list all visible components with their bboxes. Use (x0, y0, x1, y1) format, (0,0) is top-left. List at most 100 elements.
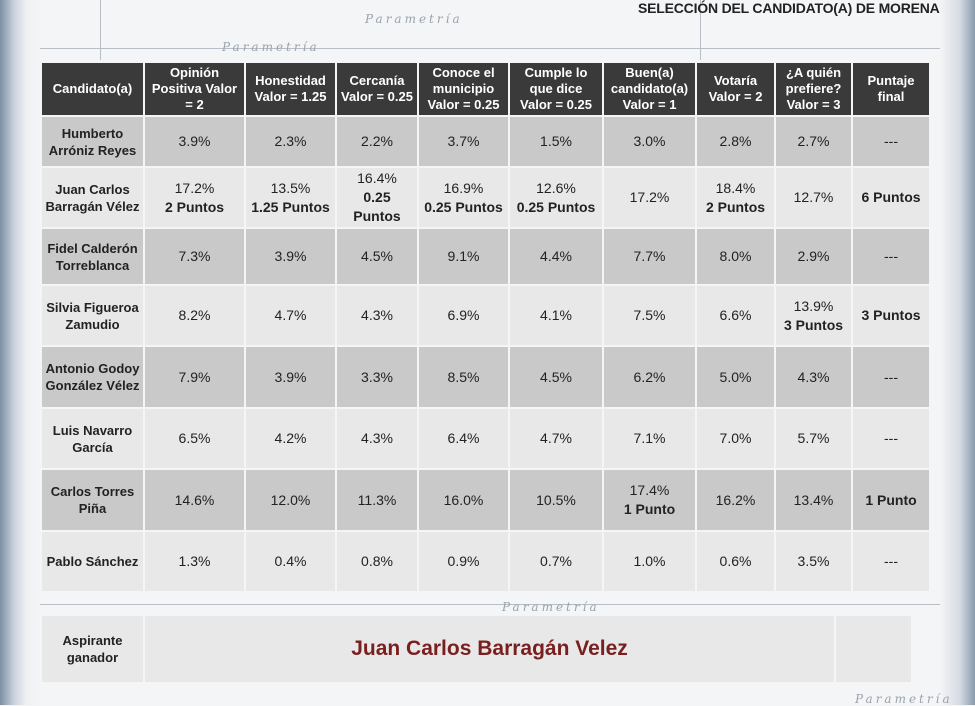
table-cell: 6.2% (604, 347, 695, 407)
table-cell: 4.5% (510, 347, 602, 407)
cell-value: 12.7% (793, 189, 834, 205)
cell-value: --- (884, 430, 898, 446)
cell-value: 1.0% (633, 553, 666, 569)
cell-value: 5.0% (719, 368, 752, 385)
table-cell: 13.4% (776, 470, 851, 530)
table-cell: 6.5% (145, 409, 244, 468)
table-cell: 4.2% (246, 409, 335, 468)
watermark: Parametría (365, 12, 463, 26)
table-cell: --- (853, 229, 929, 284)
cell-value: --- (884, 133, 898, 149)
cell-points: 3 Puntos (783, 316, 844, 333)
table-cell: 4.7% (246, 286, 335, 345)
cell-value: 3.7% (447, 133, 480, 149)
cell-value: --- (884, 553, 898, 569)
cell-value: 4.3% (797, 368, 830, 385)
cell-points: 1 Punto (865, 491, 917, 508)
decorative-line (100, 0, 101, 60)
table-cell: 4.4% (510, 229, 602, 284)
watermark: Parametría (222, 40, 320, 54)
column-header: Puntaje final (853, 63, 929, 115)
cell-value: 6.6% (719, 307, 752, 323)
table-row: Carlos Torres Piña 14.6% 12.0% 11.3% 16.0% 10… (42, 470, 929, 530)
cell-value: 1.3% (178, 553, 211, 569)
cell-value: 12.6% (536, 179, 576, 196)
table-cell: 4.3% (337, 286, 417, 345)
cell-value: 2.7% (797, 133, 830, 149)
table-cell: 10.5% (510, 470, 602, 530)
cell-value: 13.9% (793, 297, 834, 314)
cell-value: 4.4% (540, 248, 572, 264)
cell-value: 2.2% (361, 133, 393, 149)
table-cell: 8.5% (419, 347, 508, 407)
cell-value: 4.7% (274, 307, 307, 323)
table-cell: 16.9% 0.25 Puntos (419, 168, 508, 227)
cell-value: 4.3% (361, 430, 393, 446)
cell-value: 3.3% (361, 368, 393, 385)
table-cell: 7.1% (604, 409, 695, 468)
cell-value: 3.9% (274, 248, 307, 264)
cell-value: 4.7% (540, 430, 572, 446)
cell-value: 0.6% (719, 553, 752, 569)
watermark: Parametría (855, 692, 953, 706)
table-cell: 17.2% (604, 168, 695, 227)
winner-name: Juan Carlos Barragán Velez (145, 616, 834, 682)
cell-value: 3.9% (178, 133, 211, 149)
table-cell: 14.6% (145, 470, 244, 530)
table-cell: 2.7% (776, 117, 851, 166)
cell-value: 3.9% (274, 368, 307, 385)
cell-value: --- (884, 368, 898, 385)
cell-points: 0.25 Puntos (353, 189, 401, 224)
table-cell: 0.4% (246, 532, 335, 591)
table-cell: 17.4% 1 Punto (604, 470, 695, 530)
cell-value: 8.0% (719, 248, 752, 264)
cell-value: 0.4% (274, 553, 307, 569)
decorative-line (700, 0, 701, 60)
table-cell: 5.7% (776, 409, 851, 468)
winner-empty-cell (836, 616, 911, 682)
cell-value: 6.9% (447, 307, 480, 323)
table-cell: 13.9% 3 Puntos (776, 286, 851, 345)
table-cell: 0.8% (337, 532, 417, 591)
table-cell: 3.9% (145, 117, 244, 166)
cell-value: 16.4% (357, 170, 397, 186)
table-cell: --- (853, 347, 929, 407)
cell-value: 4.3% (361, 307, 393, 323)
cell-value: 0.7% (540, 553, 572, 569)
table-cell: 17.2% 2 Puntos (145, 168, 244, 227)
cell-points: 1 Punto (623, 501, 676, 517)
cell-value: 7.0% (719, 430, 752, 446)
table-cell: 2.3% (246, 117, 335, 166)
cell-value: 16.9% (443, 179, 484, 196)
column-header: Cercanía Valor = 0.25 (337, 63, 417, 115)
cell-points: 3 Puntos (861, 307, 921, 323)
cell-value: 14.6% (174, 491, 215, 508)
cell-value: 6.4% (447, 430, 480, 446)
cell-value: 9.1% (447, 248, 480, 264)
table-cell: 3.9% (246, 347, 335, 407)
column-header: Cumple lo que dice Valor = 0.25 (510, 63, 602, 115)
candidate-name: Antonio Godoy González Vélez (42, 347, 143, 407)
table-cell: 6.4% (419, 409, 508, 468)
table-cell: 7.0% (697, 409, 774, 468)
candidate-name: Luis Navarro García (42, 409, 143, 468)
decorative-line (40, 48, 940, 49)
table-cell: 4.5% (337, 229, 417, 284)
cell-value: 7.9% (178, 368, 211, 385)
column-header: ¿A quién prefiere? Valor = 3 (776, 63, 851, 115)
cell-value: 3.5% (797, 553, 830, 569)
cell-value: 4.5% (361, 248, 393, 264)
table-row: Antonio Godoy González Vélez 7.9% 3.9% 3.3%… (42, 347, 929, 407)
cell-value: 17.4% (629, 482, 670, 498)
table-cell: 1 Punto (853, 470, 929, 530)
table-cell: 3.0% (604, 117, 695, 166)
table-cell: 6.9% (419, 286, 508, 345)
cell-value: 4.2% (274, 430, 307, 446)
table-cell: 4.7% (510, 409, 602, 468)
table-cell: 7.5% (604, 286, 695, 345)
table-cell: 12.0% (246, 470, 335, 530)
cell-value: 16.2% (715, 491, 756, 508)
candidate-name: Fidel Calderón Torreblanca (42, 229, 143, 284)
column-header: Votaría Valor = 2 (697, 63, 774, 115)
cell-value: 7.1% (633, 430, 666, 446)
